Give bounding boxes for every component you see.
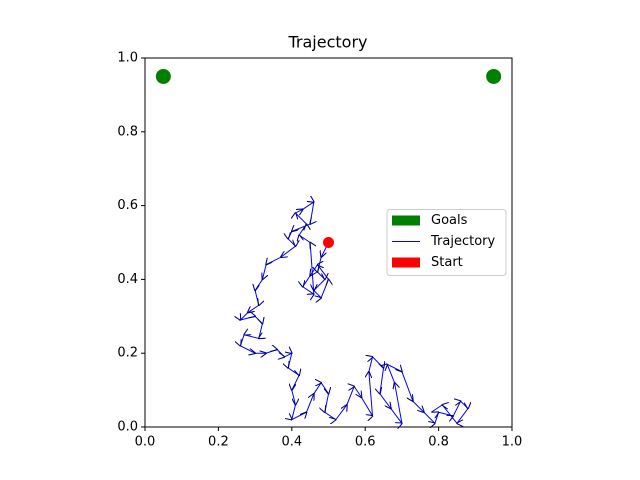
legend-label: Trajectory — [430, 234, 495, 249]
x-tick-label: 0.8 — [428, 435, 449, 450]
y-tick-label: 0.0 — [117, 420, 138, 435]
legend-label: Start — [431, 255, 463, 270]
marker-point — [155, 68, 171, 84]
y-tick-label: 0.6 — [117, 198, 138, 213]
x-tick-label: 0.4 — [281, 435, 302, 450]
y-tick-label: 0.2 — [117, 346, 138, 361]
y-tick-label: 0.8 — [117, 124, 138, 139]
x-tick-label: 1.0 — [502, 435, 523, 450]
y-tick-label: 0.4 — [117, 272, 138, 287]
legend-label: Goals — [431, 213, 468, 228]
chart-title: Trajectory — [288, 33, 368, 52]
legend-swatch — [392, 257, 420, 268]
x-tick-label: 0.6 — [355, 435, 376, 450]
marker-point — [486, 68, 502, 84]
marker-point — [323, 237, 334, 248]
trajectory-line — [240, 202, 468, 423]
legend-swatch — [392, 215, 420, 226]
y-tick-label: 1.0 — [117, 51, 138, 66]
x-tick-label: 0.2 — [208, 435, 229, 450]
x-tick-label: 0.0 — [135, 435, 156, 450]
